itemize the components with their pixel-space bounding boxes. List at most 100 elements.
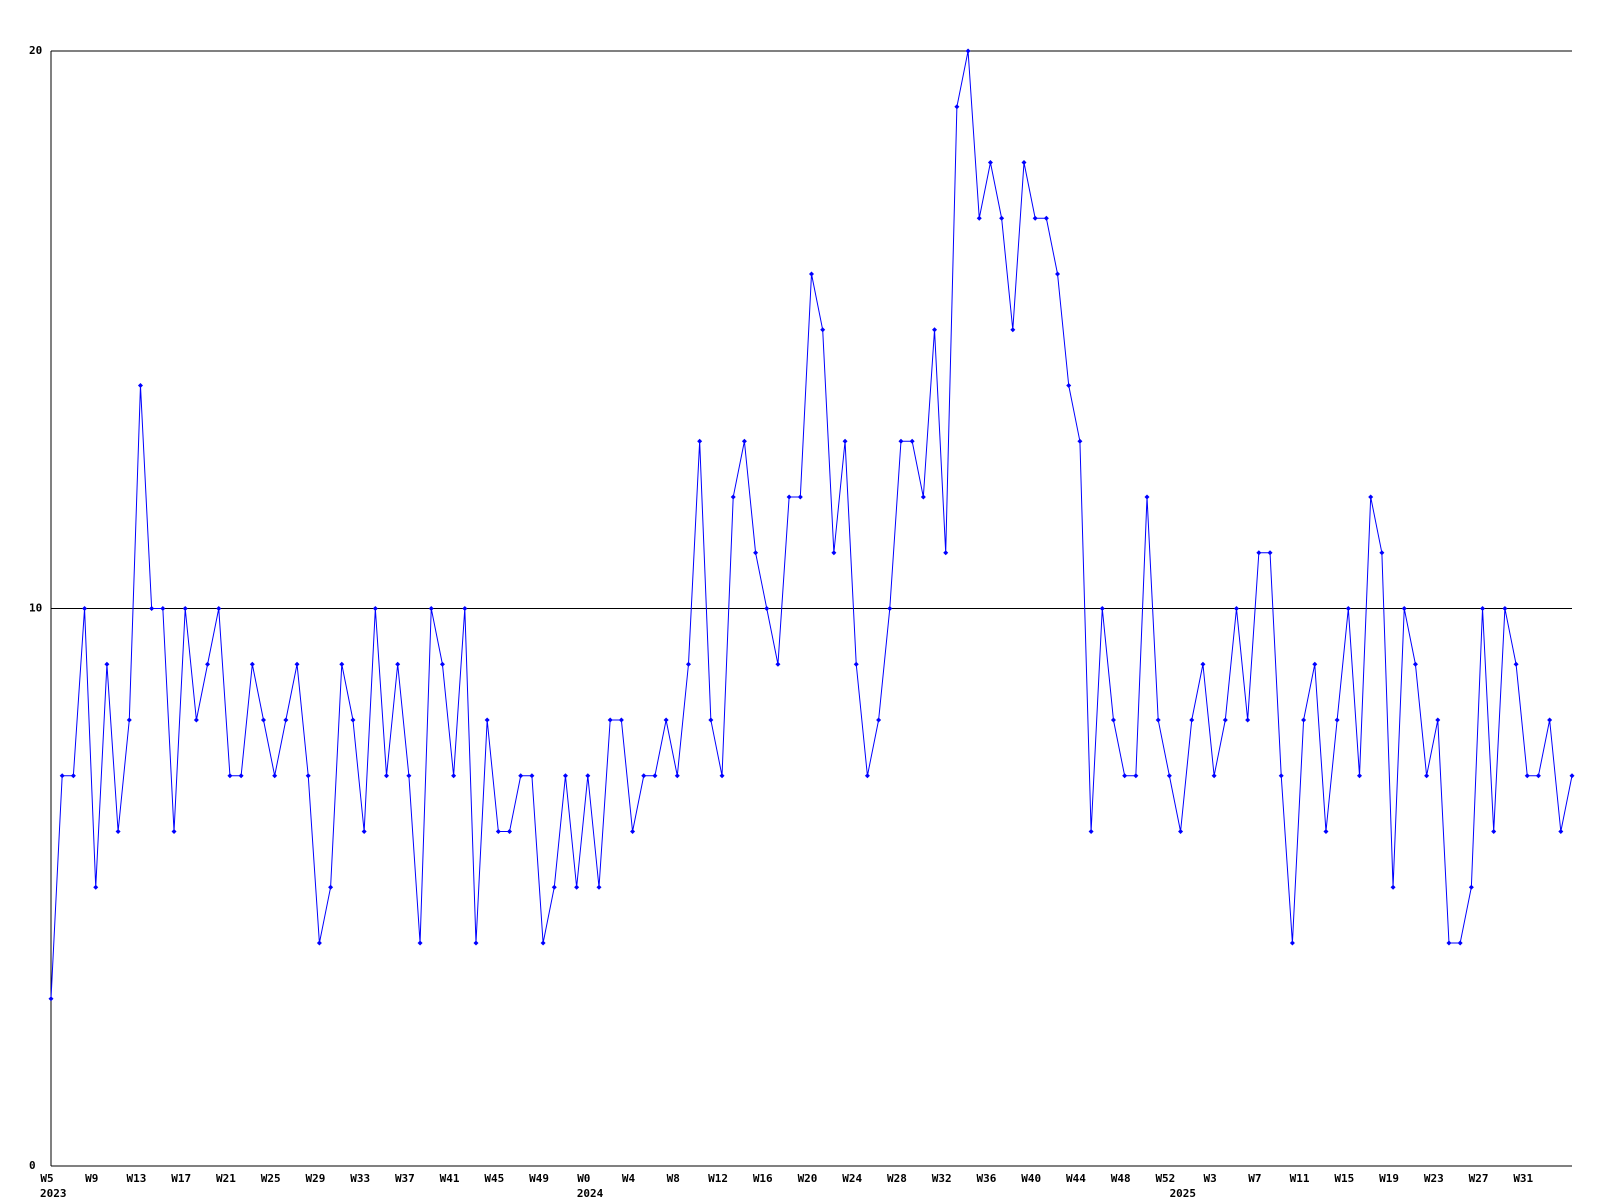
data-point bbox=[1178, 829, 1184, 834]
data-point bbox=[909, 438, 915, 444]
data-point bbox=[1245, 717, 1251, 723]
data-point bbox=[59, 773, 65, 779]
x-tick-label: W31 bbox=[1513, 1172, 1533, 1185]
data-point bbox=[104, 661, 110, 667]
data-point bbox=[1301, 717, 1307, 723]
data-point bbox=[518, 773, 524, 779]
data-point bbox=[842, 438, 848, 444]
data-point bbox=[507, 829, 513, 834]
data-point bbox=[451, 773, 457, 779]
data-point bbox=[48, 996, 54, 1002]
x-tick-label: W21 bbox=[216, 1172, 236, 1185]
data-point bbox=[831, 550, 837, 556]
data-point bbox=[1066, 383, 1072, 388]
data-point bbox=[719, 773, 725, 779]
data-point bbox=[775, 661, 781, 667]
data-point bbox=[1267, 550, 1273, 556]
data-point bbox=[395, 661, 401, 667]
data-point bbox=[764, 606, 770, 611]
x-year-label: 2024 bbox=[577, 1187, 604, 1200]
data-point bbox=[585, 773, 591, 779]
x-tick-label: W33 bbox=[350, 1172, 370, 1185]
data-point bbox=[1222, 717, 1228, 723]
data-point bbox=[115, 829, 121, 834]
data-point bbox=[630, 829, 636, 834]
data-point bbox=[1334, 717, 1340, 723]
data-point bbox=[339, 661, 345, 667]
data-point bbox=[1166, 773, 1172, 779]
x-tick-label: W32 bbox=[932, 1172, 952, 1185]
data-point bbox=[987, 160, 993, 165]
x-tick-label: W5 bbox=[40, 1172, 53, 1185]
data-point bbox=[1368, 494, 1374, 500]
data-point bbox=[294, 661, 300, 667]
data-point bbox=[137, 383, 143, 388]
x-tick-label: W44 bbox=[1066, 1172, 1086, 1185]
data-point bbox=[1233, 606, 1239, 611]
data-point bbox=[1133, 773, 1139, 779]
data-point bbox=[1357, 773, 1363, 779]
data-point bbox=[1513, 661, 1519, 667]
data-point bbox=[1211, 773, 1217, 779]
x-tick-label: W25 bbox=[261, 1172, 281, 1185]
x-tick-label: W45 bbox=[484, 1172, 504, 1185]
x-tick-label: W9 bbox=[85, 1172, 98, 1185]
data-point bbox=[820, 327, 826, 333]
data-point bbox=[1379, 550, 1385, 556]
data-point bbox=[1323, 829, 1329, 834]
data-point bbox=[1155, 717, 1161, 723]
data-point bbox=[328, 884, 334, 890]
x-tick-label: W48 bbox=[1111, 1172, 1131, 1185]
data-point bbox=[853, 661, 859, 667]
data-point bbox=[1468, 884, 1474, 890]
data-point bbox=[697, 438, 703, 444]
x-tick-label: W0 bbox=[577, 1172, 590, 1185]
data-point bbox=[1043, 215, 1049, 221]
data-point bbox=[607, 717, 613, 723]
x-tick-label: W41 bbox=[440, 1172, 460, 1185]
data-point bbox=[1558, 829, 1564, 834]
data-point bbox=[1077, 438, 1083, 444]
y-tick-label: 10 bbox=[29, 602, 42, 615]
data-point bbox=[361, 829, 367, 834]
data-point bbox=[93, 884, 99, 890]
data-point bbox=[652, 773, 658, 779]
data-point bbox=[730, 494, 736, 500]
data-point bbox=[1446, 940, 1452, 946]
data-point bbox=[473, 940, 479, 946]
x-tick-label: W37 bbox=[395, 1172, 415, 1185]
x-tick-label: W29 bbox=[305, 1172, 325, 1185]
data-point bbox=[1412, 661, 1418, 667]
data-point bbox=[260, 717, 266, 723]
data-point bbox=[484, 717, 490, 723]
data-point bbox=[551, 884, 557, 890]
data-point bbox=[1390, 884, 1396, 890]
x-tick-label: W11 bbox=[1290, 1172, 1310, 1185]
x-tick-label: W27 bbox=[1469, 1172, 1489, 1185]
data-point bbox=[663, 717, 669, 723]
x-tick-label: W3 bbox=[1203, 1172, 1216, 1185]
x-tick-label: W8 bbox=[667, 1172, 680, 1185]
data-point bbox=[1502, 606, 1508, 611]
data-point bbox=[1021, 160, 1027, 165]
data-point bbox=[462, 606, 468, 611]
x-tick-label: W40 bbox=[1021, 1172, 1041, 1185]
data-point bbox=[943, 550, 949, 556]
x-tick-label: W12 bbox=[708, 1172, 728, 1185]
data-point bbox=[1535, 773, 1541, 779]
data-point bbox=[574, 884, 580, 890]
data-point bbox=[618, 717, 624, 723]
data-point bbox=[1144, 494, 1150, 500]
data-point bbox=[596, 884, 602, 890]
data-point bbox=[227, 773, 233, 779]
x-tick-label: W4 bbox=[622, 1172, 636, 1185]
data-point bbox=[674, 773, 680, 779]
data-point bbox=[126, 717, 132, 723]
data-point bbox=[1312, 661, 1318, 667]
x-tick-label: W15 bbox=[1334, 1172, 1354, 1185]
data-point bbox=[149, 606, 155, 611]
data-point bbox=[1491, 829, 1497, 834]
y-tick-label: 0 bbox=[29, 1159, 36, 1172]
data-point bbox=[898, 438, 904, 444]
data-point bbox=[1088, 829, 1094, 834]
